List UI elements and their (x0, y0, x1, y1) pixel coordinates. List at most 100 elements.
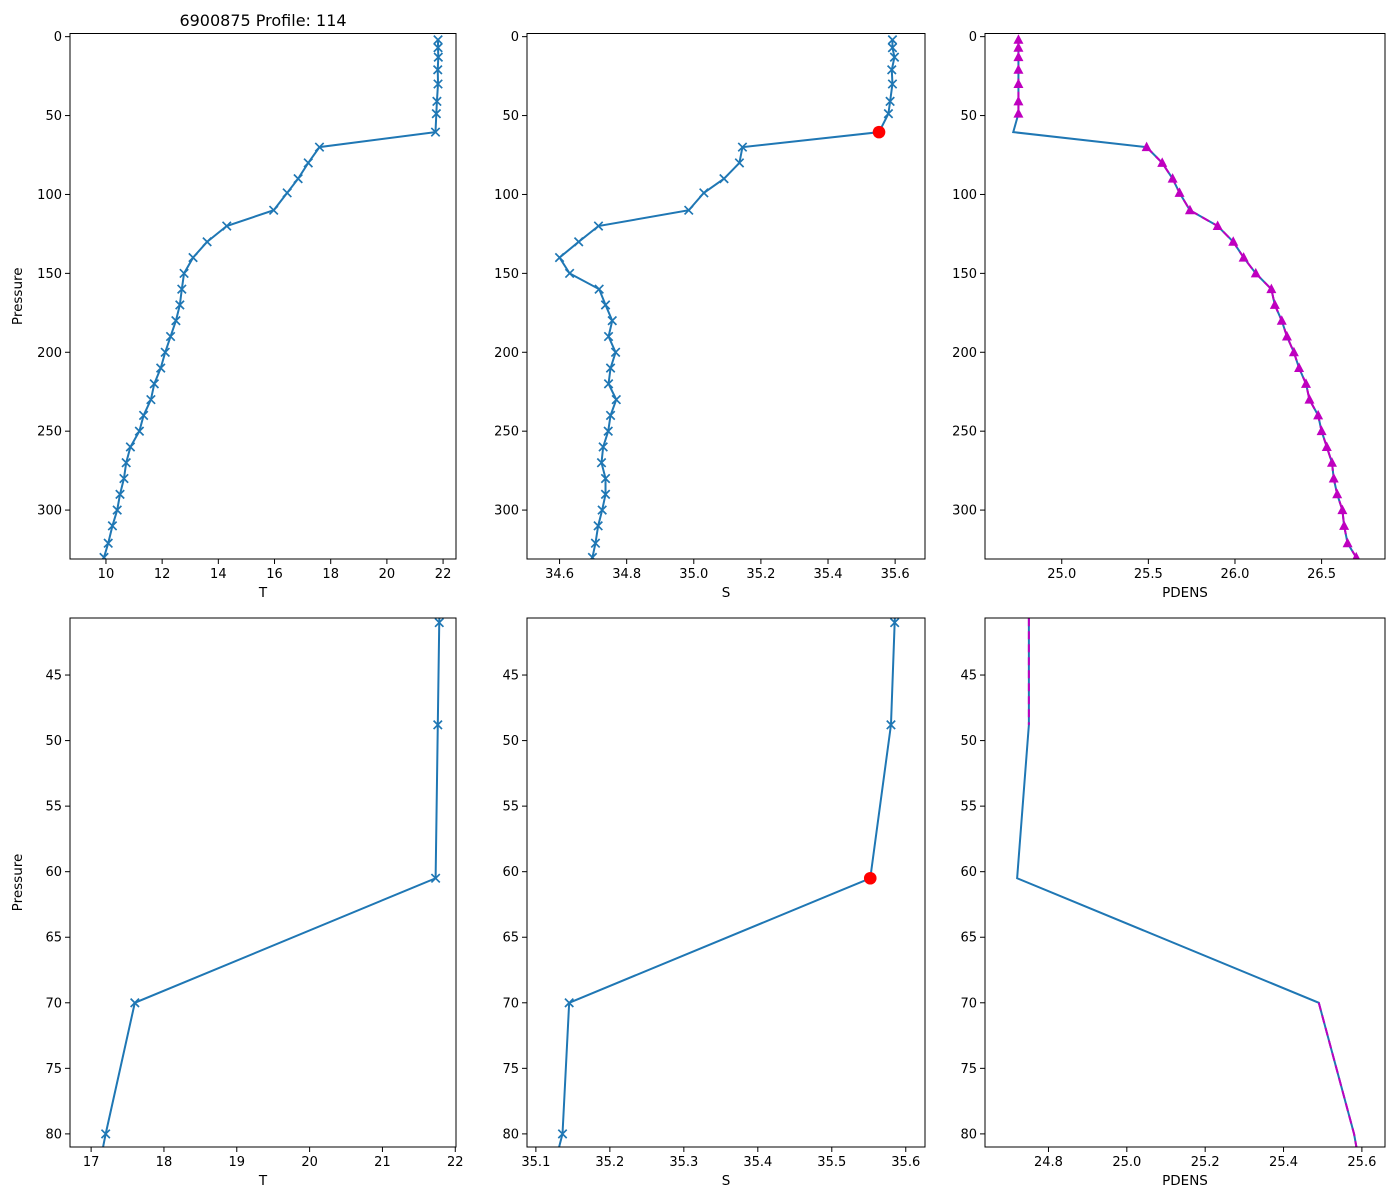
x-marker (175, 300, 185, 310)
x-marker (596, 457, 607, 468)
x-marker (896, 173, 904, 181)
y-tick-label: 55 (960, 800, 977, 815)
y-tick-label: 300 (952, 504, 977, 519)
x-marker (737, 142, 748, 152)
x-marker (432, 720, 443, 730)
y-tick-label: 0 (969, 30, 977, 45)
x-marker (160, 347, 171, 358)
x-axis-label: S (722, 1173, 731, 1189)
x-tick-label: 35.1 (521, 1155, 550, 1170)
x-marker (564, 997, 574, 1008)
x-marker (314, 142, 325, 152)
y-tick-label: 75 (502, 1062, 519, 1077)
profile-line-pdens (1011, 39, 1358, 558)
x-marker (564, 268, 575, 279)
x-marker (590, 538, 601, 549)
x-marker (125, 442, 136, 452)
triangle-marker (1013, 78, 1024, 88)
x-tick-label: 34.8 (612, 567, 641, 582)
subplot-pdens-zoom: 24.8 25.0 25.2 25.4 25.6 45 50 55 60 65 70 75 80 PDEN… (960, 617, 1386, 1189)
x-marker (605, 363, 616, 373)
triangle-marker (1238, 252, 1249, 262)
triangle-marker (1313, 409, 1324, 420)
y-tick-label: 0 (511, 30, 519, 45)
x-marker (430, 127, 441, 137)
triangle-marker (1141, 141, 1152, 152)
x-marker (433, 52, 444, 62)
x-marker (554, 252, 565, 263)
subplot-s-full: 34.6 34.8 35.0 35.2 35.4 35.6 0 50 100 150 200 250 3… (494, 30, 926, 601)
x-marker (683, 205, 694, 216)
x-tick-label: 20 (379, 567, 396, 582)
y-tick-label: 150 (37, 267, 62, 282)
y-tick-label: 100 (952, 188, 977, 203)
triangle-marker (1342, 537, 1353, 548)
y-tick-label: 300 (37, 504, 62, 519)
x-tick-label: 18 (322, 567, 339, 582)
x-tick-label: 35.6 (881, 567, 910, 582)
x-marker (99, 552, 109, 559)
x-marker (432, 96, 442, 107)
y-tick-label: 250 (494, 425, 519, 440)
x-marker (885, 96, 895, 107)
subplot-s-zoom: 35.1 35.2 35.3 35.4 35.5 35.6 45 50 55 60 65 70 75 80… (502, 173, 926, 1189)
x-marker (202, 237, 212, 247)
x-tick-label: 34.6 (545, 567, 574, 582)
triangle-marker (1269, 299, 1280, 309)
x-tick-label: 25.6 (1347, 1155, 1376, 1170)
y-tick-label: 55 (45, 800, 62, 815)
triangle-marker (1339, 520, 1350, 530)
triangle-marker (1294, 362, 1305, 373)
x-marker (887, 79, 898, 89)
x-axis-label: PDENS (1162, 1173, 1208, 1189)
triangle-marker (1157, 157, 1168, 167)
y-tick-label: 0 (54, 30, 62, 45)
x-marker (900, 251, 908, 259)
x-marker (594, 284, 604, 294)
y-tick-label: 75 (45, 1062, 62, 1077)
x-marker (282, 188, 292, 198)
triangle-marker (1352, 551, 1360, 559)
x-marker (587, 552, 598, 559)
x-axis-label: S (722, 585, 731, 601)
x-marker (607, 315, 618, 326)
x-tick-label: 22 (435, 567, 452, 582)
y-tick-label: 200 (952, 346, 977, 361)
x-marker (107, 521, 118, 531)
x-marker (434, 618, 445, 628)
x-marker (598, 442, 608, 452)
x-tick-label: 24.8 (1034, 1155, 1063, 1170)
x-marker (734, 158, 745, 168)
x-marker (138, 410, 149, 421)
triangle-marker (1174, 187, 1185, 197)
triangle-marker (1013, 42, 1024, 52)
qc-good-dashed-line (1317, 1002, 1358, 1147)
y-tick-label: 150 (952, 267, 977, 282)
x-marker (573, 237, 584, 247)
x-marker (430, 873, 441, 884)
y-tick-label: 200 (37, 346, 62, 361)
triangle-marker (1013, 34, 1024, 44)
x-tick-label: 16 (266, 567, 283, 582)
figure-title: 6900875 Profile: 114 (179, 11, 347, 30)
x-tick-label: 19 (229, 1155, 246, 1170)
y-tick-label: 60 (502, 865, 519, 880)
x-marker (438, 474, 446, 482)
x-tick-label: 17 (83, 1155, 100, 1170)
x-axis-label: T (258, 1173, 268, 1189)
y-tick-label: 80 (45, 1127, 62, 1142)
x-marker (611, 394, 622, 405)
x-marker (603, 379, 614, 389)
x-marker (188, 252, 198, 263)
x-marker (134, 426, 145, 436)
x-marker (221, 221, 232, 231)
x-marker (165, 331, 176, 342)
y-tick-label: 300 (494, 504, 519, 519)
triangle-marker (1301, 378, 1312, 388)
triangle-marker (1167, 173, 1178, 183)
flagged-point-marker (863, 871, 877, 885)
x-marker (293, 173, 303, 184)
triangle-marker (1184, 204, 1195, 215)
triangle-marker (1013, 108, 1024, 118)
y-tick-label: 55 (502, 800, 519, 815)
